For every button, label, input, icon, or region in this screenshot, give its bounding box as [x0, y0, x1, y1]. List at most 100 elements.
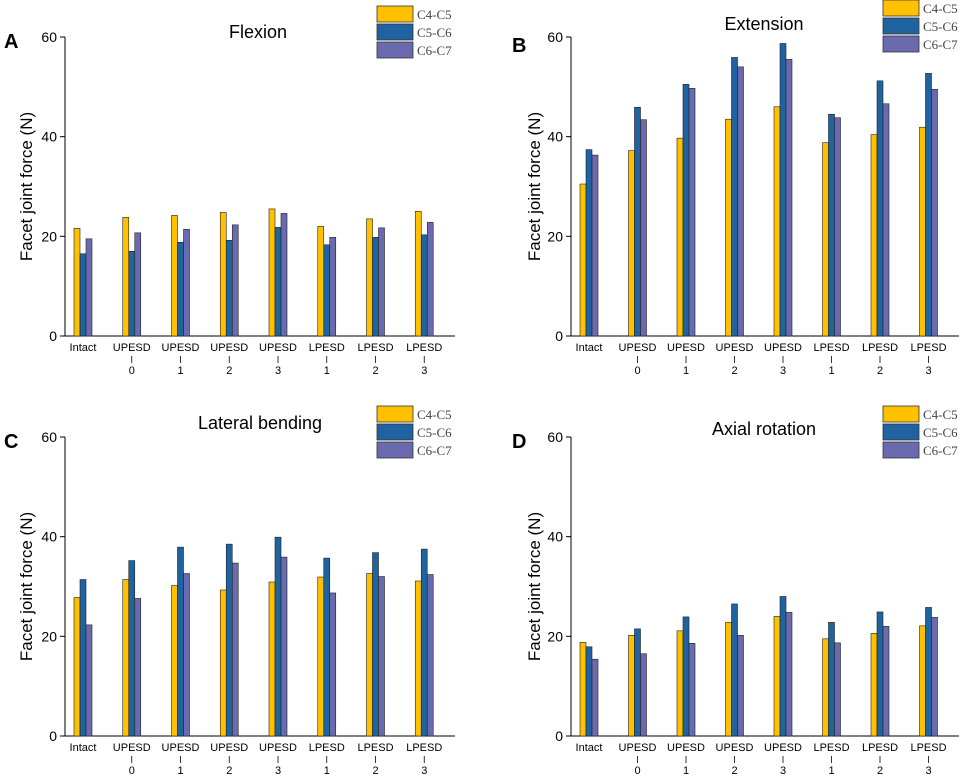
legend-swatch-c5-c6 — [376, 423, 414, 441]
legend-swatch-c6-c7 — [882, 35, 920, 53]
bar-c5-c6-upesd-1 — [177, 242, 184, 337]
y-tick-label: 0 — [49, 328, 57, 344]
x-tick-sublabel: 1 — [324, 365, 330, 377]
bar-c5-c6-upesd-2 — [225, 543, 233, 737]
chart-title: Axial rotation — [712, 419, 816, 439]
bar-c4-c5-intact — [73, 228, 81, 337]
bar-c5-c6-upesd-3 — [274, 536, 282, 737]
bar-c6-c7-lpesd-3 — [931, 89, 938, 337]
bar-c5-c6-upesd-1 — [177, 546, 184, 737]
bar-c4-c5-upesd-2 — [725, 118, 732, 337]
bar-c6-c7-lpesd-1 — [834, 642, 841, 737]
legend-label: C5-C6 — [417, 425, 452, 440]
bar-c4-c5-upesd-2 — [219, 589, 227, 737]
bar-c5-c6-upesd-3 — [779, 596, 787, 737]
bar-c6-c7-upesd-2 — [231, 224, 239, 337]
chart-title: Lateral bending — [198, 413, 322, 433]
bar-c6-c7-upesd-1 — [688, 88, 696, 337]
x-tick-label: LPESD — [910, 742, 946, 754]
x-tick-label: Intact — [576, 342, 603, 354]
x-tick-label: LPESD — [357, 342, 393, 354]
bar-c5-c6-lpesd-3 — [420, 548, 428, 737]
x-tick-label: Intact — [70, 742, 97, 754]
x-tick-sublabel: 1 — [683, 365, 689, 377]
x-tick-sublabel: 1 — [177, 365, 183, 377]
bar-c5-c6-intact — [585, 149, 593, 337]
x-tick-label: LPESD — [813, 742, 849, 754]
bar-c4-c5-upesd-3 — [773, 106, 781, 337]
bar-c6-c7-upesd-0 — [134, 598, 142, 737]
bar-c4-c5-lpesd-1 — [317, 576, 325, 737]
bar-c6-c7-intact — [85, 624, 93, 737]
legend-swatch-c4-c5 — [882, 0, 920, 17]
legend-swatch-c5-c6 — [882, 423, 920, 441]
x-tick-sublabel: 2 — [731, 365, 737, 377]
x-tick-label: LPESD — [406, 342, 442, 354]
x-tick-sublabel: 2 — [226, 365, 232, 377]
x-tick-label: Intact — [70, 342, 97, 354]
y-tick-label: 20 — [547, 228, 563, 244]
x-tick-label: UPESD — [162, 342, 200, 354]
bar-c5-c6-upesd-3 — [779, 43, 787, 337]
x-tick-sublabel: 1 — [683, 765, 689, 777]
bar-c6-c7-lpesd-2 — [378, 227, 385, 337]
legend: C4-C5 C5-C6 C6-C7 — [376, 405, 452, 459]
bar-c4-c5-upesd-1 — [676, 630, 684, 737]
legend-label: C6-C7 — [923, 443, 958, 458]
bar-c6-c7-upesd-2 — [737, 635, 744, 737]
legend-label: C6-C7 — [923, 37, 958, 52]
bar-c4-c5-upesd-0 — [628, 635, 635, 737]
x-tick-sublabel: 1 — [177, 765, 183, 777]
x-tick-label: UPESD — [162, 742, 200, 754]
bar-c4-c5-intact — [579, 642, 587, 737]
legend-label: C4-C5 — [923, 1, 958, 16]
y-axis-label: Facet joint force (N) — [17, 512, 36, 661]
legend-label: C4-C5 — [417, 7, 452, 22]
x-tick-sublabel: 0 — [129, 365, 135, 377]
bar-c6-c7-upesd-0 — [640, 119, 647, 337]
x-tick-label: LPESD — [862, 742, 898, 754]
x-tick-label: UPESD — [210, 342, 248, 354]
bar-c4-c5-upesd-1 — [676, 137, 684, 337]
x-tick-label: Intact — [576, 742, 603, 754]
y-tick-label: 40 — [41, 529, 57, 545]
x-tick-label: UPESD — [259, 742, 297, 754]
x-tick-label: LPESD — [910, 342, 946, 354]
bar-c5-c6-upesd-0 — [128, 250, 136, 337]
legend-swatch-c4-c5 — [376, 5, 414, 23]
panel-letter: C — [4, 431, 18, 453]
y-tick-label: 60 — [547, 429, 563, 445]
bar-c6-c7-upesd-1 — [688, 643, 696, 737]
bar-c5-c6-upesd-0 — [634, 628, 641, 737]
y-tick-label: 60 — [41, 29, 57, 45]
x-tick-sublabel: 2 — [226, 765, 232, 777]
bar-c6-c7-lpesd-1 — [329, 237, 337, 337]
x-tick-label: LPESD — [406, 742, 442, 754]
bar-c5-c6-lpesd-1 — [323, 244, 331, 337]
bar-c5-c6-upesd-0 — [128, 560, 136, 737]
x-tick-sublabel: 2 — [731, 765, 737, 777]
bar-c6-c7-intact — [591, 154, 599, 337]
bar-c5-c6-upesd-2 — [225, 240, 233, 337]
legend-label: C6-C7 — [417, 443, 452, 458]
x-tick-sublabel: 3 — [780, 765, 786, 777]
bar-c4-c5-lpesd-2 — [870, 633, 878, 737]
legend-label: C6-C7 — [417, 43, 452, 58]
x-tick-sublabel: 3 — [275, 365, 281, 377]
y-tick-label: 40 — [547, 129, 563, 145]
x-tick-label: UPESD — [259, 342, 297, 354]
x-tick-label: UPESD — [764, 342, 802, 354]
y-tick-label: 0 — [49, 728, 57, 744]
bar-c4-c5-upesd-1 — [171, 585, 178, 737]
x-tick-label: UPESD — [619, 342, 657, 354]
legend: C4-C5 C5-C6 C6-C7 — [376, 5, 452, 59]
x-tick-label: UPESD — [716, 342, 754, 354]
x-tick-sublabel: 1 — [828, 765, 834, 777]
bar-c4-c5-upesd-1 — [171, 215, 178, 337]
x-tick-label: LPESD — [309, 742, 345, 754]
bar-c6-c7-upesd-3 — [280, 213, 288, 337]
